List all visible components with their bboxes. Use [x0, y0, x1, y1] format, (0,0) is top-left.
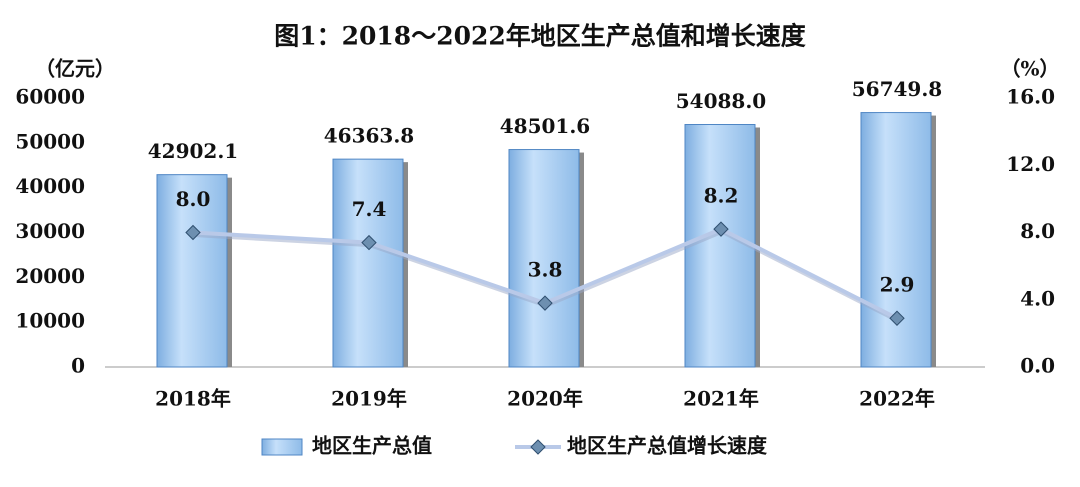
bar	[508, 149, 580, 368]
y2-tick-label: 8.0	[1020, 219, 1055, 243]
legend-marker	[530, 439, 546, 455]
line-marker	[713, 221, 729, 237]
line-marker	[185, 224, 201, 241]
x-tick-label: 2018年	[155, 387, 231, 411]
y2-axis-label: （%）	[1000, 57, 1059, 81]
legend-label: 地区生产总值	[312, 434, 432, 458]
bar-value-label: 54088.0	[676, 89, 766, 113]
y-tick-label: 50000	[15, 129, 85, 153]
y2-tick-label: 16.0	[1006, 85, 1055, 109]
line-value-label: 8.0	[176, 187, 211, 211]
y2-tick-label: 4.0	[1020, 286, 1055, 310]
y-tick-label: 0	[71, 354, 85, 378]
x-tick-label: 2022年	[859, 387, 935, 411]
bar	[332, 158, 404, 368]
y-axis-label: （亿元）	[35, 57, 115, 81]
legend-label: 地区生产总值增长速度	[567, 434, 768, 458]
line-value-label: 3.8	[528, 258, 563, 282]
y-tick-label: 20000	[15, 264, 85, 288]
x-tick-label: 2020年	[507, 387, 583, 411]
line-value-label: 7.4	[352, 197, 387, 221]
y-tick-label: 10000	[15, 309, 85, 333]
y2-tick-label: 0.0	[1020, 354, 1055, 378]
chart-title: 图1：2018～2022年地区生产总值和增长速度	[274, 22, 806, 51]
bar	[860, 112, 932, 368]
line-value-label: 8.2	[704, 184, 739, 208]
line-value-label: 2.9	[880, 273, 915, 297]
bar-value-label: 42902.1	[148, 139, 238, 163]
x-tick-label: 2021年	[683, 387, 759, 411]
bar-value-label: 56749.8	[852, 77, 942, 101]
line-marker	[889, 310, 905, 326]
y2-tick-label: 12.0	[1006, 152, 1055, 176]
legend-swatch	[261, 438, 303, 456]
bar	[156, 174, 228, 368]
y-tick-label: 40000	[15, 174, 85, 198]
line-marker	[361, 234, 377, 251]
line-marker	[537, 295, 553, 311]
y-tick-label: 60000	[15, 85, 85, 109]
bar-value-label: 46363.8	[324, 124, 414, 148]
y-tick-label: 30000	[15, 219, 85, 243]
bar	[684, 124, 756, 368]
x-tick-label: 2019年	[331, 387, 407, 411]
bar-value-label: 48501.6	[500, 114, 590, 138]
